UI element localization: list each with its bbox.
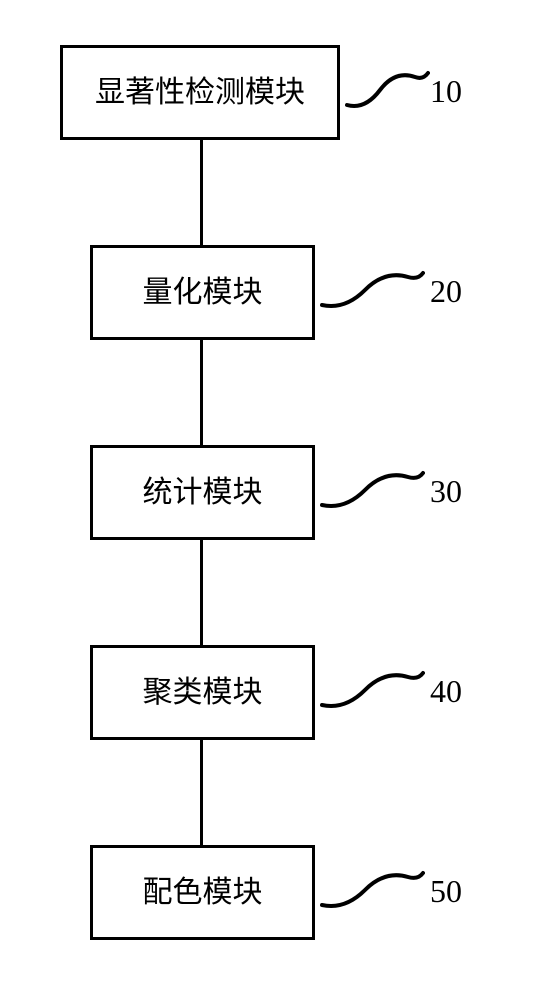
connector — [200, 740, 203, 845]
node-label: 50 — [430, 873, 462, 910]
squiggle-icon — [345, 65, 430, 110]
node-statistics: 统计模块 — [90, 445, 315, 540]
node-saliency-detection: 显著性检测模块 — [60, 45, 340, 140]
node-text: 配色模块 — [143, 875, 263, 911]
node-label: 30 — [430, 473, 462, 510]
node-label: 10 — [430, 73, 462, 110]
connector — [200, 540, 203, 645]
node-quantization: 量化模块 — [90, 245, 315, 340]
squiggle-icon — [320, 865, 425, 910]
connector — [200, 340, 203, 445]
node-clustering: 聚类模块 — [90, 645, 315, 740]
squiggle-icon — [320, 465, 425, 510]
node-label: 20 — [430, 273, 462, 310]
node-text: 显著性检测模块 — [95, 75, 305, 111]
node-color-scheme: 配色模块 — [90, 845, 315, 940]
connector — [200, 140, 203, 245]
squiggle-icon — [320, 665, 425, 710]
node-text: 聚类模块 — [143, 675, 263, 711]
node-text: 统计模块 — [143, 475, 263, 511]
node-text: 量化模块 — [143, 275, 263, 311]
squiggle-icon — [320, 265, 425, 310]
node-label: 40 — [430, 673, 462, 710]
